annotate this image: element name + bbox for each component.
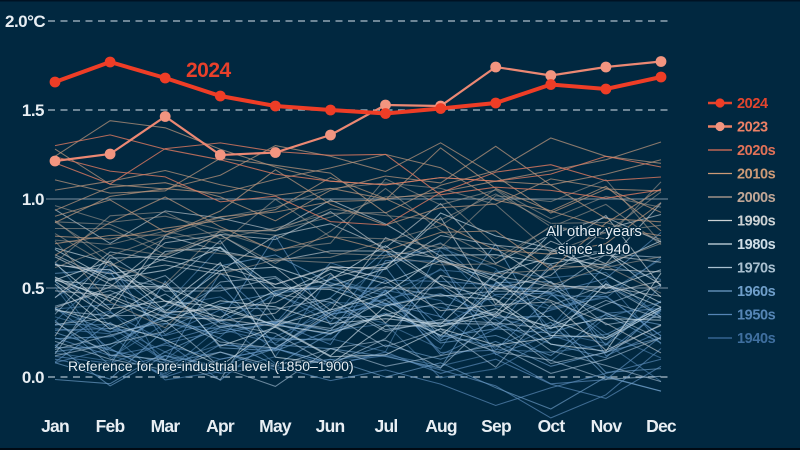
- svg-text:2020s: 2020s: [737, 143, 776, 159]
- svg-text:Reference for pre-industrial l: Reference for pre-industrial level (1850…: [68, 358, 354, 374]
- svg-text:2.0°C: 2.0°C: [5, 12, 45, 31]
- svg-text:1980s: 1980s: [737, 237, 776, 253]
- svg-text:2000s: 2000s: [737, 190, 776, 206]
- svg-text:1950s: 1950s: [737, 308, 776, 324]
- svg-text:2024: 2024: [737, 96, 768, 112]
- svg-text:0.0: 0.0: [22, 368, 44, 387]
- svg-text:1960s: 1960s: [737, 284, 776, 300]
- svg-text:1940s: 1940s: [737, 331, 776, 347]
- svg-text:Aug: Aug: [425, 416, 457, 436]
- svg-text:All other years: All other years: [546, 223, 642, 240]
- svg-text:1.5: 1.5: [22, 101, 44, 120]
- svg-text:Jul: Jul: [375, 416, 398, 436]
- svg-text:2010s: 2010s: [737, 167, 776, 183]
- svg-text:Jun: Jun: [316, 416, 345, 436]
- svg-text:May: May: [259, 416, 292, 436]
- svg-text:1990s: 1990s: [737, 214, 776, 230]
- svg-text:1.0: 1.0: [22, 190, 44, 209]
- svg-text:since 1940: since 1940: [558, 241, 631, 258]
- svg-text:Dec: Dec: [646, 416, 677, 436]
- svg-text:0.5: 0.5: [22, 279, 44, 298]
- svg-text:Sep: Sep: [481, 416, 511, 436]
- svg-text:Mar: Mar: [151, 416, 181, 436]
- svg-text:Apr: Apr: [206, 416, 235, 436]
- svg-text:2023: 2023: [737, 120, 768, 136]
- svg-text:Feb: Feb: [96, 416, 125, 436]
- svg-text:2024: 2024: [186, 59, 232, 82]
- svg-text:1970s: 1970s: [737, 261, 776, 277]
- svg-text:Nov: Nov: [591, 416, 623, 436]
- svg-text:Oct: Oct: [538, 416, 566, 436]
- svg-text:Jan: Jan: [41, 416, 69, 436]
